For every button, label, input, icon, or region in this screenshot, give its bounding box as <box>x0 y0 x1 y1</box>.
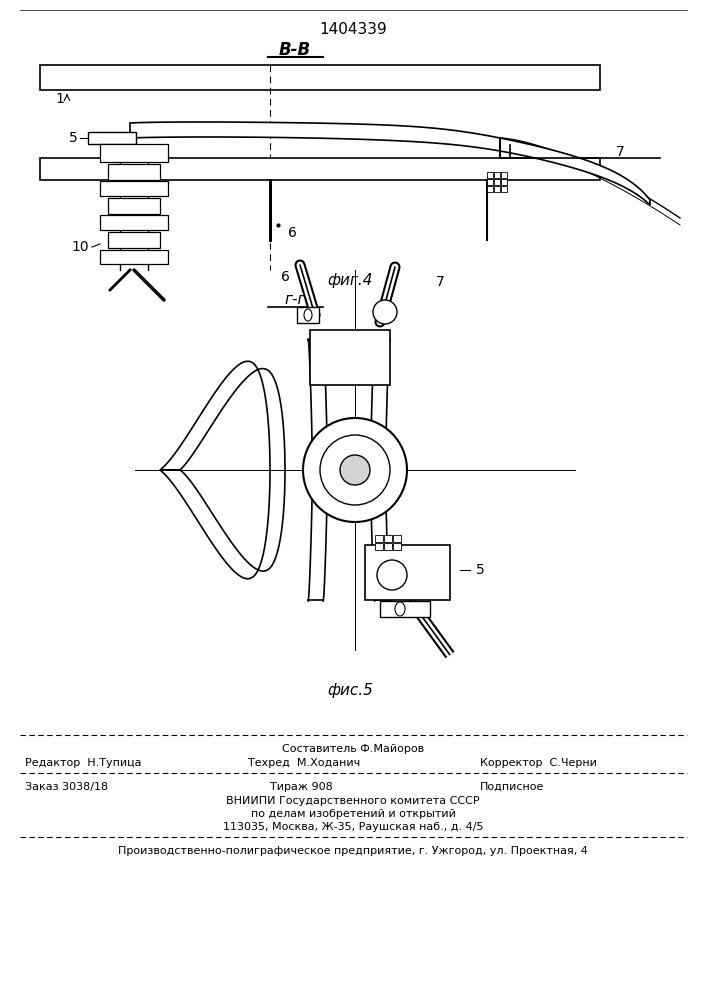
Bar <box>40 158 600 180</box>
Text: 6: 6 <box>281 270 289 284</box>
Text: Подписное: Подписное <box>480 782 544 792</box>
Bar <box>100 215 168 230</box>
Bar <box>494 179 500 185</box>
Text: 1: 1 <box>56 92 64 106</box>
Bar <box>365 545 450 600</box>
Circle shape <box>340 455 370 485</box>
Bar <box>100 250 168 264</box>
Bar <box>297 307 319 323</box>
Text: В-В: В-В <box>279 41 311 59</box>
Polygon shape <box>160 361 285 579</box>
Bar <box>494 186 500 192</box>
Text: 7: 7 <box>616 145 624 159</box>
Bar <box>494 172 500 178</box>
Ellipse shape <box>395 602 405 616</box>
Bar <box>40 65 600 90</box>
Circle shape <box>320 435 390 505</box>
Text: 7: 7 <box>436 275 445 289</box>
Text: 1404339: 1404339 <box>319 22 387 37</box>
Ellipse shape <box>304 309 312 321</box>
Bar <box>108 232 160 248</box>
Bar <box>375 543 383 550</box>
Bar <box>501 172 507 178</box>
Bar <box>100 144 168 162</box>
Bar <box>393 535 401 542</box>
Bar <box>393 543 401 550</box>
Bar <box>40 65 600 90</box>
Text: Тираж 908: Тираж 908 <box>270 782 333 792</box>
Bar <box>108 198 160 214</box>
Text: 113035, Москва, Ж-35, Раушская наб., д. 4/5: 113035, Москва, Ж-35, Раушская наб., д. … <box>223 822 484 832</box>
Polygon shape <box>130 122 650 205</box>
Bar <box>384 543 392 550</box>
Bar <box>487 186 493 192</box>
Bar <box>310 330 390 385</box>
Text: 5: 5 <box>476 563 484 577</box>
Text: 6: 6 <box>288 226 296 240</box>
Bar <box>501 186 507 192</box>
Text: 5: 5 <box>69 131 77 145</box>
Text: Редактор  Н.Тупица: Редактор Н.Тупица <box>25 758 141 768</box>
Text: 10: 10 <box>71 240 89 254</box>
Text: ВНИИПИ Государственного комитета СССР: ВНИИПИ Государственного комитета СССР <box>226 796 480 806</box>
Circle shape <box>303 418 407 522</box>
Text: фис.5: фис.5 <box>327 682 373 698</box>
Text: Техред  М.Ходанич: Техред М.Ходанич <box>248 758 361 768</box>
Bar <box>108 164 160 180</box>
Bar <box>487 172 493 178</box>
Bar <box>88 132 136 144</box>
Text: по делам изобретений и открытий: по делам изобретений и открытий <box>250 809 455 819</box>
Polygon shape <box>370 339 390 601</box>
Circle shape <box>377 560 407 590</box>
Bar <box>40 158 600 180</box>
Text: Составитель Ф.Майоров: Составитель Ф.Майоров <box>282 744 424 754</box>
Circle shape <box>373 300 397 324</box>
Text: фиг.4: фиг.4 <box>327 272 373 288</box>
Bar <box>487 179 493 185</box>
Text: г-г: г-г <box>284 292 305 308</box>
Bar <box>380 601 430 617</box>
Bar <box>375 535 383 542</box>
Text: Заказ 3038/18: Заказ 3038/18 <box>25 782 108 792</box>
Bar <box>501 179 507 185</box>
Bar <box>88 132 136 144</box>
Polygon shape <box>308 339 327 601</box>
Text: Производственно-полиграфическое предприятие, г. Ужгород, ул. Проектная, 4: Производственно-полиграфическое предприя… <box>118 846 588 856</box>
Bar <box>100 181 168 196</box>
Text: Корректор  С.Черни: Корректор С.Черни <box>480 758 597 768</box>
Bar <box>384 535 392 542</box>
